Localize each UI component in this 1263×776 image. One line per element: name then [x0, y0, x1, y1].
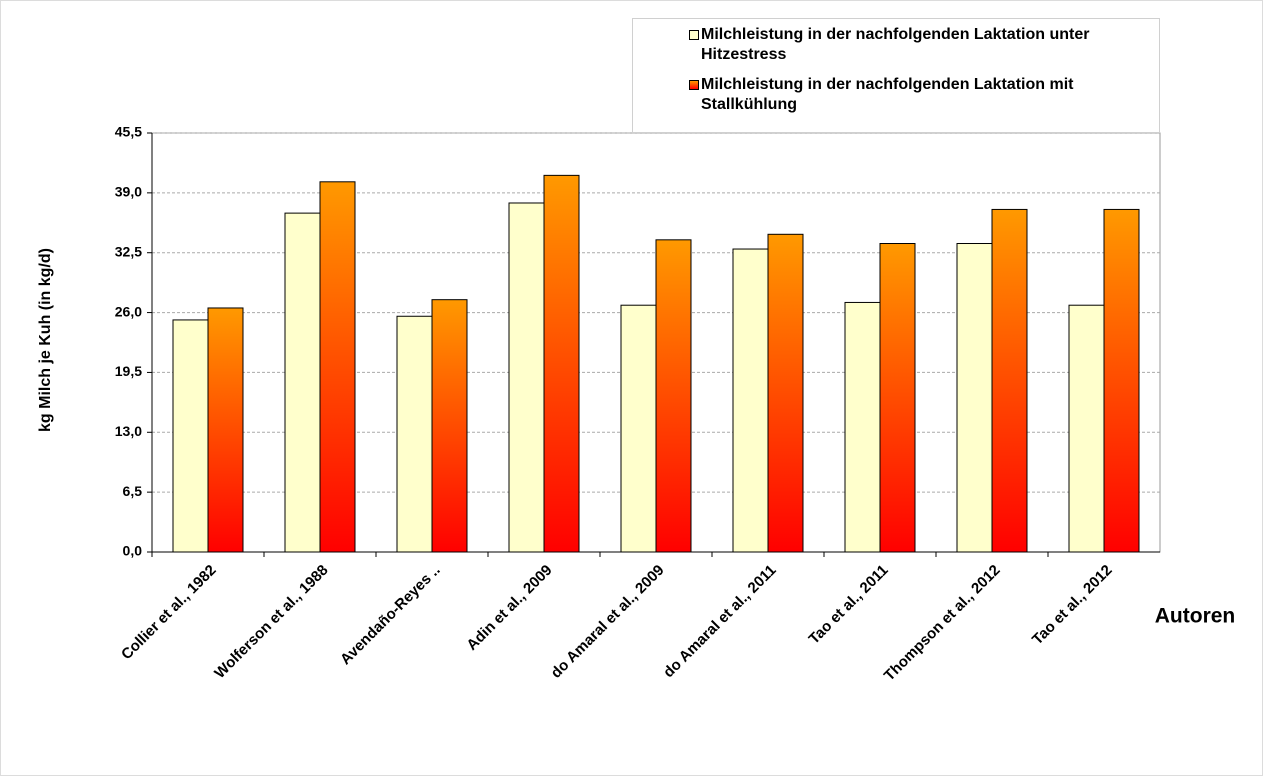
- bar: [1103, 208, 1140, 553]
- y-tick-label: 19,5: [115, 363, 142, 379]
- bar: [284, 212, 321, 553]
- x-tick-label: Collier et al., 1982: [118, 562, 220, 664]
- y-axis-title: kg Milch je Kuh (in kg/d): [37, 248, 54, 432]
- y-tick-label: 6,5: [123, 483, 143, 499]
- legend-label: Milchleistung in der nachfolgenden Lakta…: [701, 76, 1074, 113]
- y-tick-label: 26,0: [115, 303, 142, 319]
- bar: [508, 202, 545, 553]
- x-tick-label: Tao et al., 2011: [806, 562, 892, 648]
- bar: [172, 319, 209, 553]
- y-tick-label: 32,5: [115, 243, 142, 259]
- x-tick-label: do Amaral et al., 2011: [660, 562, 780, 682]
- bar: [879, 243, 916, 553]
- legend-label: Milchleistung in der nachfolgenden Lakta…: [701, 26, 1090, 63]
- bar: [991, 208, 1028, 553]
- bar: [319, 181, 356, 553]
- bar: [655, 239, 692, 553]
- x-tick-label: Thompson et al., 2012: [881, 562, 1004, 685]
- x-tick-label: Wolferson et al., 1988: [211, 562, 331, 682]
- x-axis-title: Autoren: [1155, 605, 1236, 628]
- bar: [767, 233, 804, 553]
- legend-item: Milchleistung in der nachfolgenden Lakta…: [689, 75, 1159, 115]
- bar: [732, 248, 769, 553]
- bar: [207, 307, 244, 553]
- legend-swatch: [689, 80, 699, 90]
- y-tick-label: 45,5: [115, 124, 142, 140]
- x-tick-label: Avendaño-Reyes ..: [337, 562, 444, 669]
- x-tick-label: Tao et al., 2012: [1029, 562, 1116, 649]
- legend-swatch: [689, 30, 699, 40]
- y-tick-label: 0,0: [123, 543, 143, 559]
- bar: [543, 174, 580, 553]
- bar: [844, 301, 881, 553]
- bar: [396, 315, 433, 553]
- bar: [431, 299, 468, 553]
- bar: [1068, 304, 1105, 553]
- bar: [620, 304, 657, 553]
- y-tick-label: 13,0: [115, 423, 142, 439]
- x-tick-label: Adin et al., 2009: [463, 562, 555, 654]
- x-tick-label: do Amaral et al., 2009: [548, 562, 668, 682]
- bar: [956, 243, 993, 553]
- legend: Milchleistung in der nachfolgenden Lakta…: [632, 18, 1160, 133]
- legend-item: Milchleistung in der nachfolgenden Lakta…: [689, 25, 1159, 65]
- y-tick-label: 39,0: [115, 184, 142, 200]
